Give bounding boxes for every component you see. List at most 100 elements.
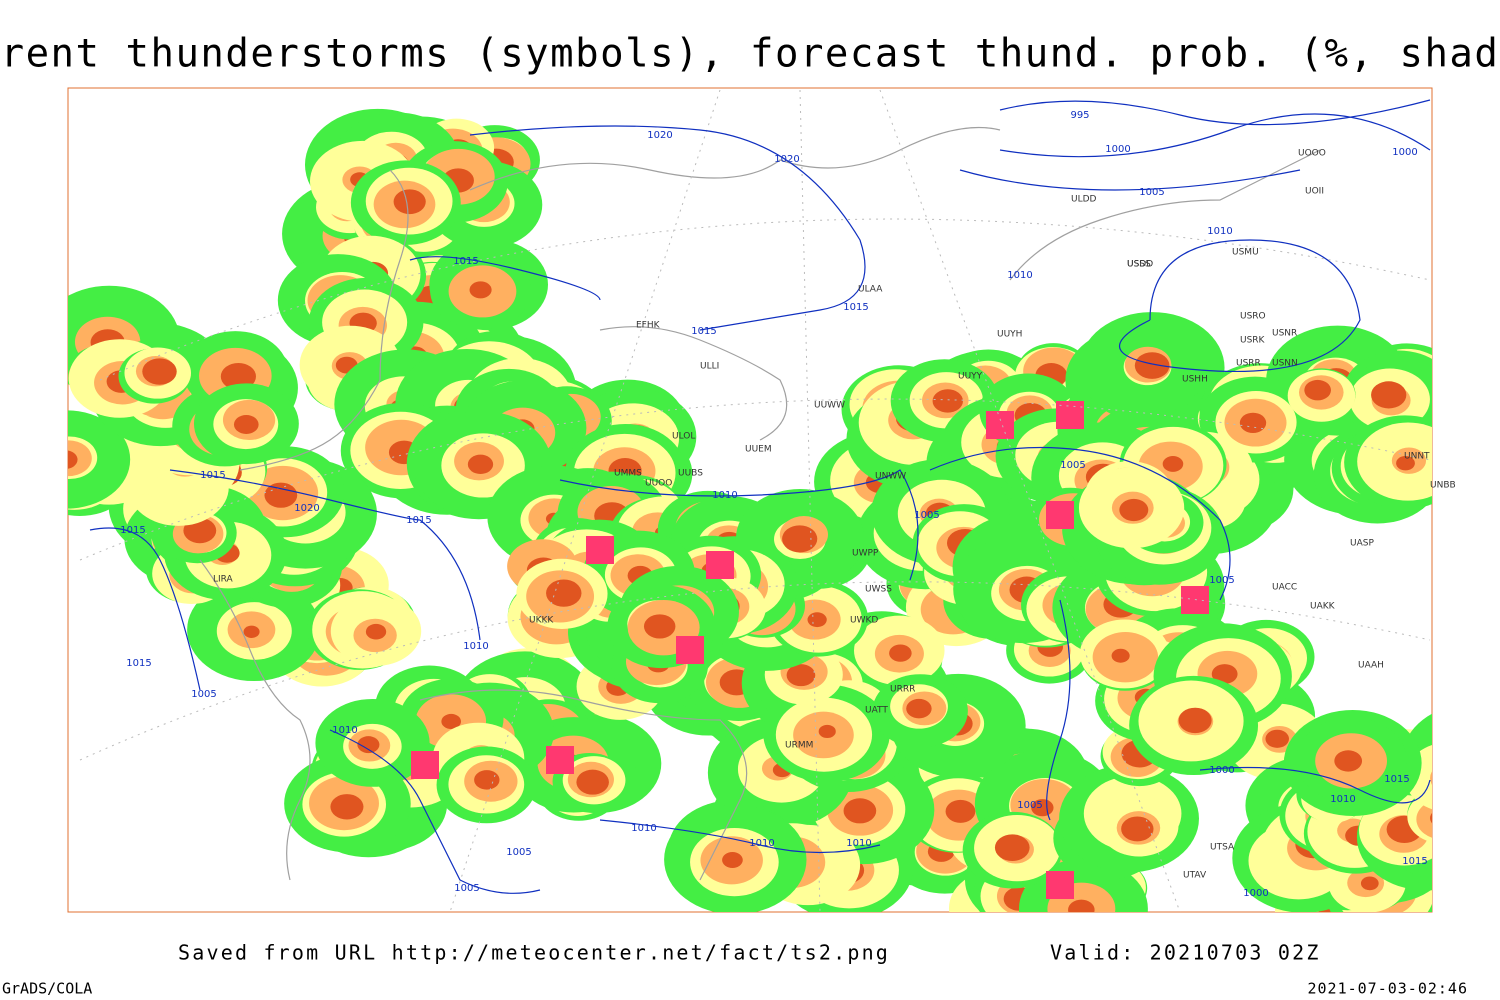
shade-blob (1111, 648, 1130, 663)
coastlines (199, 126, 1321, 881)
shade-blob (1437, 764, 1465, 785)
isobar (409, 256, 601, 301)
isobar-label: 1005 (1139, 187, 1164, 198)
station-code: EFHK (636, 321, 661, 331)
graticule-line (449, 89, 721, 912)
isobar (999, 99, 1431, 126)
shade-blob (1121, 816, 1154, 842)
isobar-label: 1005 (506, 847, 531, 858)
isobar-label: 1015 (200, 470, 225, 481)
shade-blob (807, 612, 827, 628)
shade-blob (576, 769, 609, 795)
shade-blob (1416, 800, 1432, 838)
station-code: ULOL (672, 432, 695, 442)
isobar-label: 1010 (1330, 794, 1355, 805)
coastline (1009, 149, 1321, 281)
isobar-label: 1010 (1207, 226, 1232, 237)
isobar-label: 995 (1070, 110, 1089, 121)
shade-blob (782, 525, 818, 553)
isobar-label: 1005 (1017, 800, 1042, 811)
isobar-label: 1005 (1209, 575, 1234, 586)
shade-blob (220, 362, 256, 391)
isobars (89, 99, 1431, 894)
station-code: UACC (1272, 583, 1297, 593)
shade-blob (1435, 821, 1461, 841)
shade-blob (1239, 412, 1267, 433)
station-code: UNWW (875, 472, 906, 482)
thunderstorm-symbol (1046, 871, 1074, 899)
station-code: UUWW (814, 401, 845, 411)
station-code: USMU (1232, 248, 1259, 258)
isobar-label: 1005 (914, 510, 939, 521)
thunderstorm-symbol (1046, 501, 1074, 529)
shade-blob (330, 794, 364, 820)
graticule-line (879, 89, 1181, 912)
station-code: UOII (1305, 187, 1324, 197)
isobar-label: 1015 (453, 256, 478, 267)
shade-blob (68, 440, 92, 477)
station-code: ULLI (700, 362, 719, 372)
isobar (599, 819, 881, 854)
station-code: ULDD (1071, 195, 1097, 205)
station-code: USRK (1240, 336, 1266, 346)
isobar-label: 1010 (712, 490, 737, 501)
shade-blob (142, 358, 177, 385)
shade-blob (906, 698, 932, 719)
station-code: UAAH (1358, 661, 1384, 671)
shade-blob (889, 644, 912, 662)
timestamp: 2021-07-03-02:46 (1308, 980, 1469, 998)
station-code: USRR (1236, 359, 1261, 369)
isobar (169, 469, 481, 641)
isobar (89, 527, 201, 691)
shade-blob (1068, 899, 1095, 912)
shade-blob (1334, 750, 1363, 772)
shade-blob (1119, 498, 1149, 522)
shade-blob (1162, 455, 1184, 472)
isobar-label: 1020 (647, 130, 672, 141)
station-code: UAKK (1310, 602, 1336, 612)
isobar-label: 1005 (1060, 460, 1085, 471)
shade-blob (233, 414, 259, 434)
thunderstorm-symbol (706, 551, 734, 579)
shade-blob (945, 799, 976, 823)
station-code: UUBS (678, 469, 703, 479)
station-code: USNN (1272, 359, 1298, 369)
shade-blob (1430, 771, 1432, 785)
shade-blob (1360, 876, 1379, 891)
isobar-label: 1000 (1209, 765, 1234, 776)
shade-blob (357, 736, 380, 754)
isobar-label: 1005 (191, 689, 216, 700)
shade-blob (1429, 819, 1432, 833)
isobar-label: 1015 (126, 658, 151, 669)
shade-blob (1265, 729, 1290, 748)
coastline (199, 559, 311, 881)
coastline (469, 126, 1001, 191)
isobar-label: 1010 (332, 725, 357, 736)
station-code: UWKD (850, 616, 878, 626)
station-code: LIRA (213, 575, 234, 585)
station-code: USHH (1182, 375, 1208, 385)
station-code: USSS (1127, 260, 1151, 270)
station-code: USDD (1127, 260, 1153, 270)
shade-blob (1462, 747, 1481, 762)
shade-blob (243, 625, 260, 638)
station-code: UASP (1350, 539, 1374, 549)
map-title: Current thunderstorms (symbols), forecas… (0, 32, 1500, 77)
thunderstorm-symbol (676, 636, 704, 664)
isobar-label: 1015 (406, 515, 431, 526)
shade-blob (786, 664, 816, 687)
station-code: ULAA (858, 285, 883, 295)
graticule (79, 89, 1431, 912)
station-code: UTSA (1210, 843, 1235, 853)
station-code: UUYY (958, 372, 983, 382)
station-code: UTAV (1183, 871, 1207, 881)
station-code: UUYH (997, 330, 1022, 340)
coastline (599, 326, 788, 441)
isobar (329, 729, 541, 894)
station-code: UWSS (865, 585, 892, 595)
shade-blob (1440, 727, 1500, 778)
isobar (1046, 599, 1071, 821)
isobar (999, 113, 1431, 158)
graticule-line (79, 581, 1431, 761)
